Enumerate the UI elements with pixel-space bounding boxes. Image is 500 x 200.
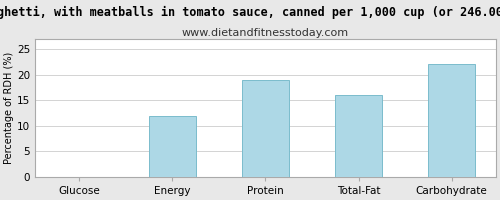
Bar: [242, 80, 288, 177]
Y-axis label: Percentage of RDH (%): Percentage of RDH (%): [4, 52, 14, 164]
Title: www.dietandfitnesstoday.com: www.dietandfitnesstoday.com: [182, 28, 349, 38]
Bar: [428, 64, 475, 177]
Text: ghetti, with meatballs in tomato sauce, canned per 1,000 cup (or 246.00: ghetti, with meatballs in tomato sauce, …: [0, 6, 500, 19]
Bar: [149, 116, 196, 177]
Bar: [336, 95, 382, 177]
